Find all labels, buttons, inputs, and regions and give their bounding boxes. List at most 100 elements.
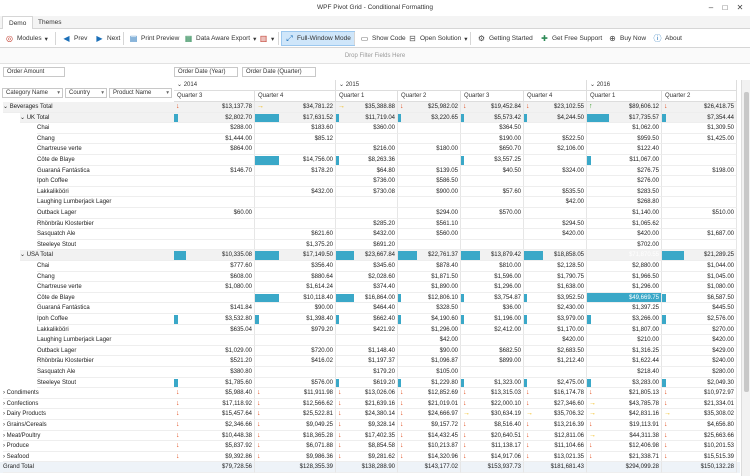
- data-cell[interactable]: ↓ $8,854.58: [336, 441, 398, 452]
- data-cell[interactable]: $2,683.50: [524, 345, 587, 357]
- data-cell[interactable]: ↓ $17,402.35: [336, 430, 398, 442]
- quarter-header[interactable]: Quarter 1: [336, 91, 398, 102]
- row-header[interactable]: › Grains/Cereals: [3, 420, 174, 431]
- data-cell[interactable]: ↓ $8,516.40: [461, 420, 524, 431]
- data-cell[interactable]: $691.20: [336, 239, 398, 251]
- data-cell[interactable]: $10,118.40: [255, 292, 336, 304]
- data-cell[interactable]: [662, 218, 737, 230]
- data-cell[interactable]: [398, 197, 461, 208]
- data-cell[interactable]: ↓ $9,392.86: [174, 451, 255, 463]
- maximize-icon[interactable]: □: [722, 3, 728, 12]
- data-cell[interactable]: → $34,781.22: [255, 102, 336, 113]
- data-cell[interactable]: [174, 239, 255, 251]
- data-cell[interactable]: $421.92: [336, 324, 398, 336]
- data-cell[interactable]: [174, 197, 255, 208]
- data-cell[interactable]: ↓ $9,281.62: [336, 451, 398, 463]
- row-header[interactable]: ⌄ UK Total: [20, 112, 174, 124]
- data-cell[interactable]: $122.40: [587, 144, 662, 155]
- data-cell[interactable]: $810.00: [461, 261, 524, 272]
- data-cell[interactable]: ↓ $15,457.64: [174, 409, 255, 420]
- data-cell[interactable]: ↓ $24,666.97: [398, 409, 461, 420]
- data-cell[interactable]: ↓ $14,320.96: [398, 451, 461, 463]
- get-free-support-button[interactable]: ✚ Get Free Support: [537, 31, 605, 46]
- data-cell[interactable]: [662, 144, 737, 155]
- row-field-product[interactable]: Product Name ▾: [109, 88, 172, 98]
- full-window-mode-button[interactable]: ⤢ Full-Window Mode: [281, 31, 355, 46]
- tab-demo[interactable]: Demo: [2, 16, 34, 30]
- collapse-icon[interactable]: ⌄: [177, 82, 184, 88]
- data-cell[interactable]: $180.00: [398, 144, 461, 155]
- collapse-icon[interactable]: ⌄: [590, 82, 597, 88]
- data-cell[interactable]: $730.08: [336, 186, 398, 198]
- data-cell[interactable]: [174, 229, 255, 240]
- data-cell[interactable]: [174, 335, 255, 346]
- data-cell[interactable]: $900.00: [398, 186, 461, 198]
- data-cell[interactable]: $650.70: [461, 144, 524, 155]
- data-cell[interactable]: [524, 155, 587, 166]
- data-cell[interactable]: ↓ $25,663.66: [662, 430, 737, 442]
- data-cell[interactable]: $3,220.65: [398, 112, 461, 124]
- modules-button[interactable]: ◎ Modules ▾: [2, 31, 51, 46]
- data-cell[interactable]: $1,444.00: [174, 133, 255, 145]
- data-cell[interactable]: $13,879.42: [461, 250, 524, 261]
- data-cell[interactable]: ↓ $15,515.39: [662, 451, 737, 463]
- data-cell[interactable]: $586.50: [398, 176, 461, 187]
- data-cell[interactable]: $90.00: [255, 303, 336, 314]
- data-cell[interactable]: ↓ $12,852.69: [398, 388, 461, 399]
- data-cell[interactable]: $1,212.40: [524, 356, 587, 367]
- data-cell[interactable]: $79,728.56: [174, 462, 255, 473]
- scrollbar-thumb[interactable]: [744, 92, 749, 392]
- data-cell[interactable]: $218.40: [587, 367, 662, 378]
- expand-icon[interactable]: ›: [3, 400, 7, 407]
- data-cell[interactable]: $4,190.60: [398, 314, 461, 325]
- data-cell[interactable]: ↓ $25,982.02: [398, 102, 461, 113]
- filter-drop-area[interactable]: Drop Filter Fields Here: [0, 48, 750, 64]
- data-cell[interactable]: ↓ $14,917.06: [461, 451, 524, 463]
- data-cell[interactable]: $420.00: [524, 335, 587, 346]
- data-cell[interactable]: $1,080.00: [174, 282, 255, 293]
- data-cell[interactable]: $2,412.00: [461, 324, 524, 336]
- data-cell[interactable]: $1,425.00: [662, 133, 737, 145]
- data-cell[interactable]: $90.00: [398, 345, 461, 357]
- data-cell[interactable]: [174, 155, 255, 166]
- data-cell[interactable]: $899.00: [461, 356, 524, 367]
- data-field-order-amount[interactable]: Order Amount: [3, 67, 65, 77]
- data-cell[interactable]: [398, 239, 461, 251]
- collapse-icon[interactable]: ⌄: [3, 104, 10, 110]
- data-cell[interactable]: [461, 367, 524, 378]
- data-cell[interactable]: [336, 335, 398, 346]
- data-cell[interactable]: $285.20: [336, 218, 398, 230]
- data-cell[interactable]: $128,355.39: [255, 462, 336, 473]
- data-cell[interactable]: $360.00: [336, 123, 398, 134]
- data-cell[interactable]: $294.00: [398, 208, 461, 219]
- data-cell[interactable]: $49,669.75: [587, 292, 662, 304]
- data-cell[interactable]: [174, 186, 255, 198]
- data-cell[interactable]: $736.00: [336, 176, 398, 187]
- data-cell[interactable]: $864.00: [174, 144, 255, 155]
- data-cell[interactable]: $356.40: [255, 261, 336, 272]
- expand-icon[interactable]: ›: [3, 432, 7, 439]
- data-cell[interactable]: ↓ $5,837.92: [174, 441, 255, 452]
- data-cell[interactable]: $198.00: [662, 165, 737, 177]
- data-cell[interactable]: $276.75: [587, 165, 662, 177]
- about-button[interactable]: ⓘ About: [650, 31, 685, 46]
- prev-button[interactable]: ◀ Prev: [59, 31, 90, 46]
- data-cell[interactable]: $1,170.00: [524, 324, 587, 336]
- data-cell[interactable]: ↓ $12,566.62: [255, 398, 336, 410]
- data-cell[interactable]: ↓ $24,380.14: [336, 409, 398, 420]
- data-cell[interactable]: $1,029.00: [174, 345, 255, 357]
- data-cell[interactable]: $12,806.10: [398, 292, 461, 304]
- collapse-icon[interactable]: ⌄: [20, 114, 27, 121]
- column-field-year[interactable]: Order Date (Year): [174, 67, 238, 77]
- print-button[interactable]: ▥ ▾: [256, 31, 277, 46]
- data-cell[interactable]: $535.50: [524, 186, 587, 198]
- data-cell[interactable]: ↓ $26,418.75: [662, 102, 737, 113]
- data-cell[interactable]: $1,065.62: [587, 218, 662, 230]
- data-cell[interactable]: $60.00: [174, 208, 255, 219]
- row-header[interactable]: › Dairy Products: [3, 409, 174, 420]
- tab-themes[interactable]: Themes: [38, 19, 62, 26]
- year-header[interactable]: ⌄ 2015: [336, 80, 587, 91]
- data-cell[interactable]: $1,790.75: [524, 271, 587, 283]
- quarter-header[interactable]: Quarter 2: [398, 91, 461, 102]
- data-cell[interactable]: ↓ $11,911.98: [255, 388, 336, 399]
